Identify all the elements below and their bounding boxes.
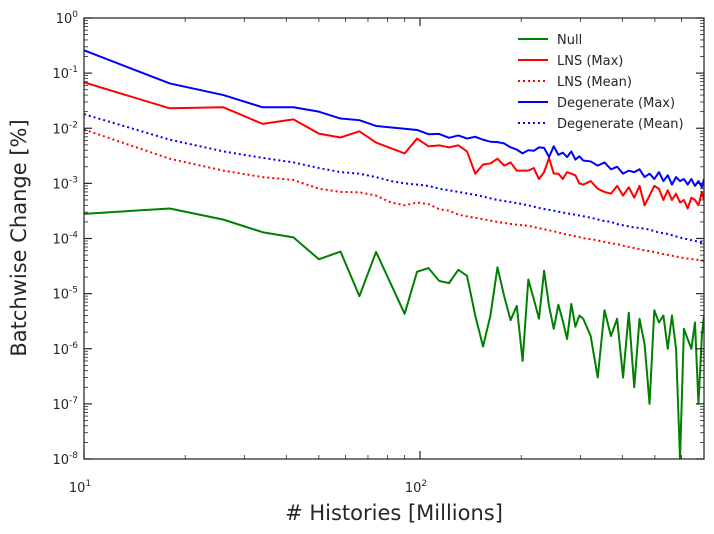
legend-label: Null xyxy=(557,33,582,48)
y-tick-label: 10-8 xyxy=(52,451,78,468)
y-tick-label: 10-4 xyxy=(52,231,78,248)
y-axis-title: Batchwise Change [%] xyxy=(7,119,31,356)
series-line-degenerate-mean xyxy=(84,113,704,245)
y-tick-label: 10-1 xyxy=(52,65,78,82)
series-line-null xyxy=(84,207,704,459)
series-layer xyxy=(84,49,704,459)
legend-label: LNS (Max) xyxy=(557,54,623,69)
x-axis-title: # Histories [Millions] xyxy=(285,501,503,525)
plot-frame xyxy=(83,17,705,460)
ticks-layer: 10-8 10-7 10-6 10-5 10-4 10-3 10-2 10-1 100 101 10… xyxy=(52,10,704,496)
legend-label: Degenerate (Max) xyxy=(557,96,675,111)
plot-background xyxy=(84,18,704,459)
y-tick-label: 100 xyxy=(56,10,79,27)
y-tick-label: 10-5 xyxy=(52,286,78,303)
series-line-lns-mean xyxy=(84,128,704,263)
y-tick-label: 10-6 xyxy=(52,341,78,358)
x-tick-label: 102 xyxy=(405,479,427,496)
y-tick-label: 10-3 xyxy=(52,175,78,192)
series-line-degenerate-max xyxy=(84,49,704,189)
legend-label: Degenerate (Mean) xyxy=(557,117,684,132)
series-line-lns-max xyxy=(84,81,704,210)
legend: Null LNS (Max) LNS (Mean) Degenerate (Max) D… xyxy=(518,33,684,132)
x-tick-label: 101 xyxy=(69,479,91,496)
y-tick-label: 10-7 xyxy=(52,396,78,413)
legend-label: LNS (Mean) xyxy=(557,75,632,90)
y-tick-label: 10-2 xyxy=(52,120,78,137)
